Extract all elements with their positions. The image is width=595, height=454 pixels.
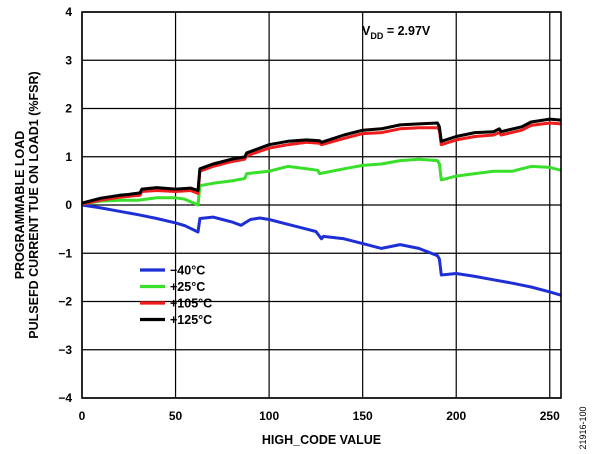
- y-axis-title-line2: PULSEFD CURRENT TUE ON LOAD1 (%FSR): [27, 71, 41, 338]
- legend: −40°C +25°C +105°C +125°C: [140, 264, 212, 327]
- gridlines: [81, 11, 561, 399]
- tick-labels: 0 50 100 150 200 250 −4 −3 −2 −1 0 1 2 3 4: [58, 5, 560, 423]
- x-tick-label: 0: [79, 409, 86, 423]
- y-tick-label: −4: [58, 391, 72, 405]
- vdd-annotation: VDD = 2.97V: [362, 24, 431, 41]
- x-tick-label: 50: [169, 409, 183, 423]
- x-tick-label: 250: [540, 409, 560, 423]
- series-line-2: [81, 121, 562, 206]
- legend-label: +25°C: [170, 280, 205, 294]
- series-line-0: [81, 203, 562, 297]
- y-axis-title-line1: PROGRAMMABLE LOAD: [13, 131, 27, 280]
- x-axis-title: HIGH_CODE VALUE: [262, 433, 381, 447]
- x-tick-label: 150: [353, 409, 373, 423]
- y-tick-label: −1: [58, 246, 72, 260]
- y-tick-label: 1: [65, 150, 72, 164]
- y-tick-label: 2: [65, 102, 72, 116]
- series-line-3: [81, 117, 562, 205]
- legend-label: +125°C: [170, 313, 212, 327]
- vdd-main: V: [362, 24, 371, 38]
- series-line-1: [81, 157, 562, 207]
- y-tick-label: −2: [58, 295, 72, 309]
- y-tick-label: 4: [65, 5, 72, 19]
- y-tick-label: 0: [65, 198, 72, 212]
- y-tick-label: 3: [65, 53, 72, 67]
- vdd-rest: = 2.97V: [383, 24, 431, 38]
- x-tick-label: 200: [446, 409, 466, 423]
- figure-id: 21916-100: [578, 406, 588, 449]
- x-tick-label: 100: [259, 409, 279, 423]
- vdd-sub: DD: [370, 31, 383, 41]
- series-lines: [81, 117, 562, 297]
- legend-label: +105°C: [170, 297, 212, 311]
- plot-frame: [81, 11, 562, 399]
- legend-label: −40°C: [170, 264, 205, 278]
- y-tick-label: −3: [58, 343, 72, 357]
